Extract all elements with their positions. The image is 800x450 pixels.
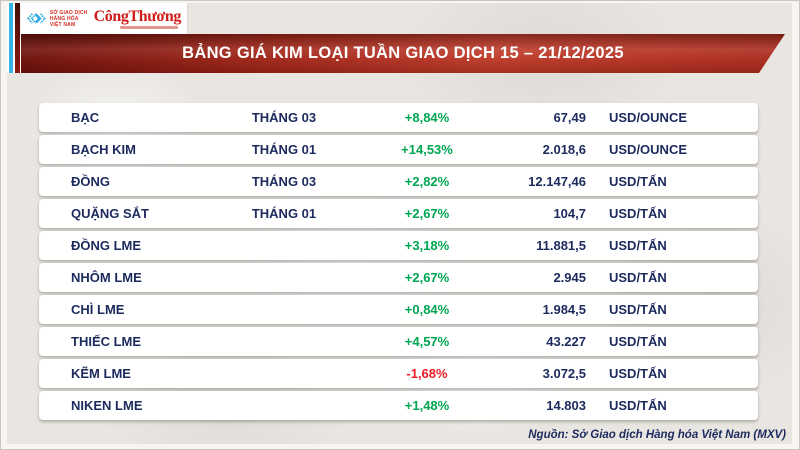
mxv-logo-line3: VIỆT NAM: [49, 21, 76, 28]
table-row: BẠC THÁNG 03 +8,84% 67,49 USD/OUNCE: [39, 103, 758, 132]
price-unit: USD/TẤN: [609, 206, 667, 221]
contract-month: THÁNG 03: [251, 174, 317, 189]
contract-month: THÁNG 03: [251, 110, 317, 125]
table-row: NHÔM LME +2,67% 2.945 USD/TẤN: [39, 263, 758, 292]
table-row: THIẾC LME +4,57% 43.227 USD/TẤN: [39, 327, 758, 356]
weekly-change: +14,53%: [401, 142, 453, 157]
mxv-logo-icon: [27, 13, 46, 24]
price-table: BẠC THÁNG 03 +8,84% 67,49 USD/OUNCE BẠCH KIM T…: [39, 103, 758, 423]
commodity-name: BẠCH KIM: [71, 142, 136, 157]
weekly-change: +2,67%: [404, 270, 450, 285]
commodity-name: ĐỒNG LME: [71, 238, 142, 253]
weekly-change: +2,67%: [404, 206, 450, 221]
congthuong-logo: CôngThương: [93, 7, 182, 29]
price-value: 14.803: [546, 398, 586, 413]
commodity-name: ĐỒNG: [71, 174, 110, 189]
price-unit: USD/OUNCE: [609, 142, 688, 157]
mxv-logo-line2: HÀNG HÓA: [49, 15, 79, 22]
weekly-change: +8,84%: [404, 110, 450, 125]
price-value: 104,7: [553, 206, 586, 221]
price-value: 67,49: [553, 110, 586, 125]
price-value: 2.018,6: [542, 142, 586, 157]
table-row: ĐỒNG THÁNG 03 +2,82% 12.147,46 USD/TẤN: [39, 167, 758, 196]
commodity-name: QUẶNG SẮT: [71, 206, 149, 221]
price-value: 3.072,5: [542, 366, 586, 381]
table-row: QUẶNG SẮT THÁNG 01 +2,67% 104,7 USD/TẤN: [39, 199, 758, 228]
table-row: ĐỒNG LME +3,18% 11.881,5 USD/TẤN: [39, 231, 758, 260]
table-row: BẠCH KIM THÁNG 01 +14,53% 2.018,6 USD/OUNCE: [39, 135, 758, 164]
accent-stripe-cyan: [9, 3, 13, 73]
source-note: Nguồn: Sở Giao dịch Hàng hóa Việt Nam (M…: [528, 429, 786, 441]
contract-month: THÁNG 01: [251, 206, 317, 221]
weekly-change: +0,84%: [404, 302, 450, 317]
commodity-name: THIẾC LME: [71, 334, 142, 349]
logo-box: SỞ GIAO DỊCH HÀNG HÓA VIỆT NAM CôngThươn…: [21, 3, 187, 34]
price-unit: USD/TẤN: [609, 270, 667, 285]
congthuong-tagline-bar: [119, 25, 178, 29]
commodity-name: KẼM LME: [71, 366, 131, 381]
table-row: NIKEN LME +1,48% 14.803 USD/TẤN: [39, 391, 758, 420]
price-unit: USD/TẤN: [609, 238, 667, 253]
table-row: CHÌ LME +0,84% 1.984,5 USD/TẤN: [39, 295, 758, 324]
price-value: 2.945: [553, 270, 586, 285]
price-value: 1.984,5: [542, 302, 586, 317]
price-unit: USD/TẤN: [609, 398, 667, 413]
price-unit: USD/TẤN: [609, 302, 667, 317]
price-unit: USD/TẤN: [609, 174, 667, 189]
price-value: 43.227: [546, 334, 586, 349]
weekly-change: +4,57%: [404, 334, 450, 349]
page-title: BẢNG GIÁ KIM LOẠI TUẦN GIAO DỊCH 15 – 21…: [182, 44, 624, 62]
weekly-change: +3,18%: [404, 238, 450, 253]
mxv-logo-text: SỞ GIAO DỊCH HÀNG HÓA VIỆT NAM: [50, 10, 88, 28]
mxv-logo-line1: SỞ GIAO DỊCH: [49, 9, 88, 16]
price-value: 11.881,5: [536, 238, 586, 253]
commodity-name: BẠC: [71, 110, 100, 125]
commodity-name: NHÔM LME: [71, 270, 142, 285]
accent-stripe-maroon: [15, 3, 20, 73]
congthuong-logo-text: CôngThương: [93, 7, 182, 25]
price-unit: USD/TẤN: [609, 334, 667, 349]
table-row: KẼM LME -1,68% 3.072,5 USD/TẤN: [39, 359, 758, 388]
weekly-change: -1,68%: [406, 366, 448, 381]
contract-month: THÁNG 01: [251, 142, 317, 157]
price-unit: USD/TẤN: [609, 366, 667, 381]
price-unit: USD/OUNCE: [609, 110, 688, 125]
commodity-name: CHÌ LME: [71, 302, 125, 317]
commodity-name: NIKEN LME: [71, 398, 143, 413]
price-value: 12.147,46: [528, 174, 586, 189]
weekly-change: +1,48%: [404, 398, 450, 413]
title-banner: BẢNG GIÁ KIM LOẠI TUẦN GIAO DỊCH 15 – 21…: [21, 34, 785, 73]
weekly-change: +2,82%: [404, 174, 450, 189]
